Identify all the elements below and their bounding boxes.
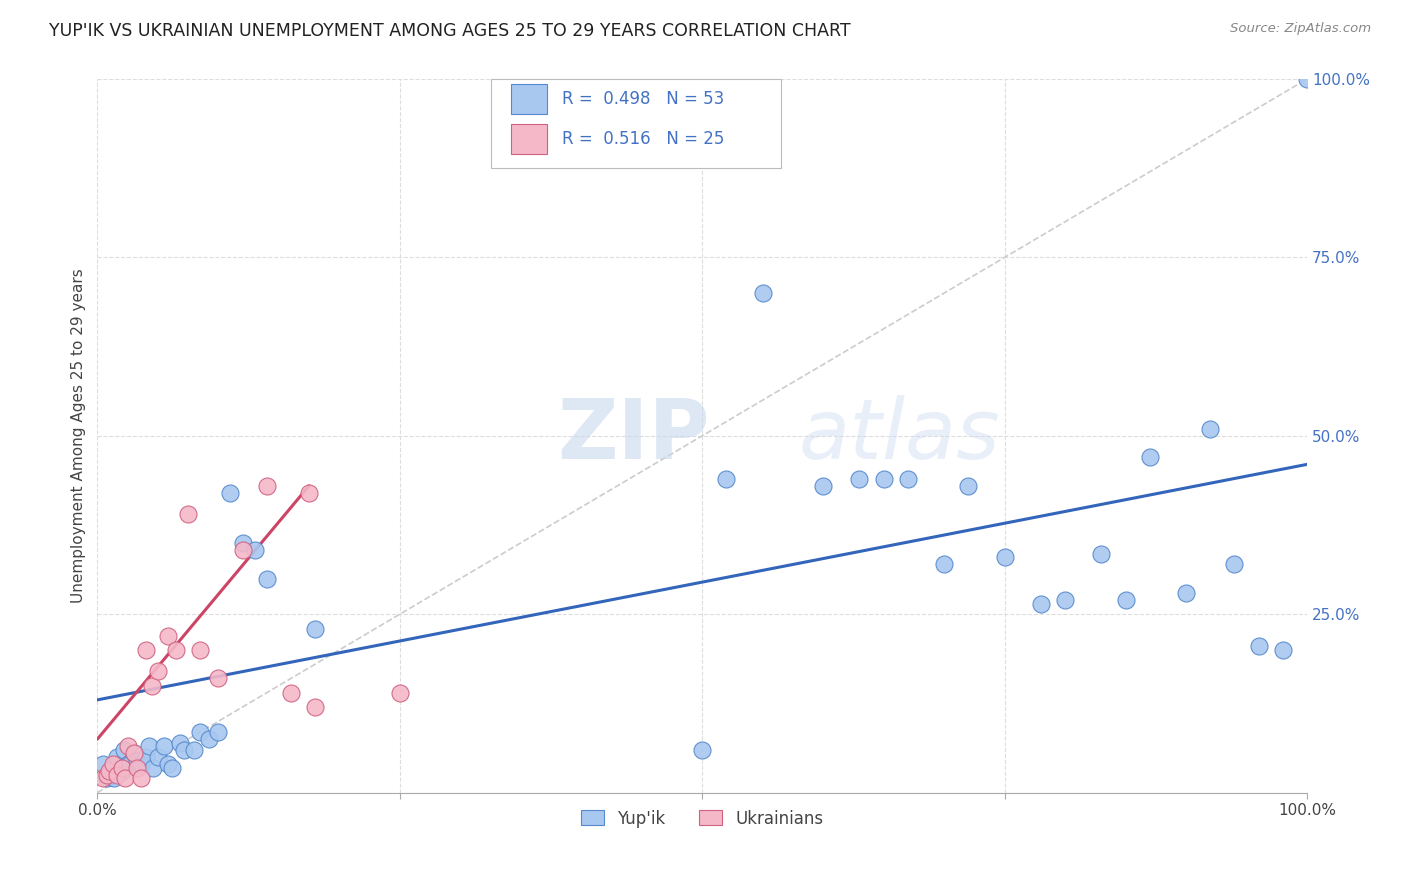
Point <box>173 743 195 757</box>
Point <box>256 572 278 586</box>
Bar <box>510 84 547 114</box>
Point <box>177 508 200 522</box>
Point <box>153 739 176 754</box>
Point <box>110 764 132 779</box>
Point <box>304 622 326 636</box>
Point <box>118 757 141 772</box>
Point <box>183 743 205 757</box>
Point <box>114 772 136 786</box>
Point <box>96 772 118 786</box>
Point <box>811 479 834 493</box>
Point <box>127 761 149 775</box>
Point <box>280 686 302 700</box>
Text: Source: ZipAtlas.com: Source: ZipAtlas.com <box>1230 22 1371 36</box>
Point <box>127 754 149 768</box>
Point <box>1271 643 1294 657</box>
Point <box>165 643 187 657</box>
Point <box>1247 640 1270 654</box>
Text: atlas: atlas <box>799 395 1001 476</box>
Point <box>101 761 124 775</box>
Bar <box>510 124 547 154</box>
Point <box>957 479 980 493</box>
Point <box>1223 558 1246 572</box>
Point <box>93 757 115 772</box>
Point <box>93 772 115 786</box>
Point <box>156 757 179 772</box>
Text: YUP'IK VS UKRAINIAN UNEMPLOYMENT AMONG AGES 25 TO 29 YEARS CORRELATION CHART: YUP'IK VS UKRAINIAN UNEMPLOYMENT AMONG A… <box>49 22 851 40</box>
Point <box>690 743 713 757</box>
Point <box>122 747 145 761</box>
Point <box>207 725 229 739</box>
Point <box>1199 422 1222 436</box>
Point <box>146 750 169 764</box>
Text: ZIP: ZIP <box>557 395 710 476</box>
Point <box>231 543 253 558</box>
Point <box>122 747 145 761</box>
Point <box>1029 597 1052 611</box>
Point <box>994 550 1017 565</box>
Point <box>716 472 738 486</box>
Point <box>298 486 321 500</box>
Text: R =  0.498   N = 53: R = 0.498 N = 53 <box>562 90 724 108</box>
Point <box>304 700 326 714</box>
Point <box>1090 547 1112 561</box>
Point <box>219 486 242 500</box>
Point <box>110 761 132 775</box>
Point <box>848 472 870 486</box>
Point <box>142 761 165 775</box>
Point <box>129 772 152 786</box>
Point <box>243 543 266 558</box>
Point <box>138 739 160 754</box>
Point <box>1054 593 1077 607</box>
Point <box>146 665 169 679</box>
Point <box>129 757 152 772</box>
Point <box>98 764 121 779</box>
Point <box>231 536 253 550</box>
Point <box>751 286 773 301</box>
Point <box>197 732 219 747</box>
Point <box>388 686 411 700</box>
Point <box>934 558 956 572</box>
Y-axis label: Unemployment Among Ages 25 to 29 years: Unemployment Among Ages 25 to 29 years <box>72 268 86 603</box>
Point <box>207 672 229 686</box>
Point <box>98 768 121 782</box>
Point <box>188 725 211 739</box>
Point <box>103 772 125 786</box>
Point <box>117 757 139 772</box>
Point <box>108 764 131 779</box>
Point <box>135 750 157 764</box>
Point <box>112 743 135 757</box>
Point <box>872 472 894 486</box>
Point <box>101 757 124 772</box>
Point <box>897 472 920 486</box>
Point <box>1175 586 1198 600</box>
Legend: Yup'ik, Ukrainians: Yup'ik, Ukrainians <box>574 803 831 834</box>
Text: R =  0.516   N = 25: R = 0.516 N = 25 <box>562 130 724 148</box>
Point <box>96 768 118 782</box>
Point <box>188 643 211 657</box>
FancyBboxPatch shape <box>491 79 780 169</box>
Point <box>1139 450 1161 465</box>
Point <box>256 479 278 493</box>
Point <box>141 679 163 693</box>
Point <box>117 739 139 754</box>
Point <box>169 736 191 750</box>
Point <box>1115 593 1137 607</box>
Point <box>162 761 184 775</box>
Point <box>135 643 157 657</box>
Point <box>105 750 128 764</box>
Point <box>156 629 179 643</box>
Point <box>1296 72 1319 87</box>
Point <box>105 768 128 782</box>
